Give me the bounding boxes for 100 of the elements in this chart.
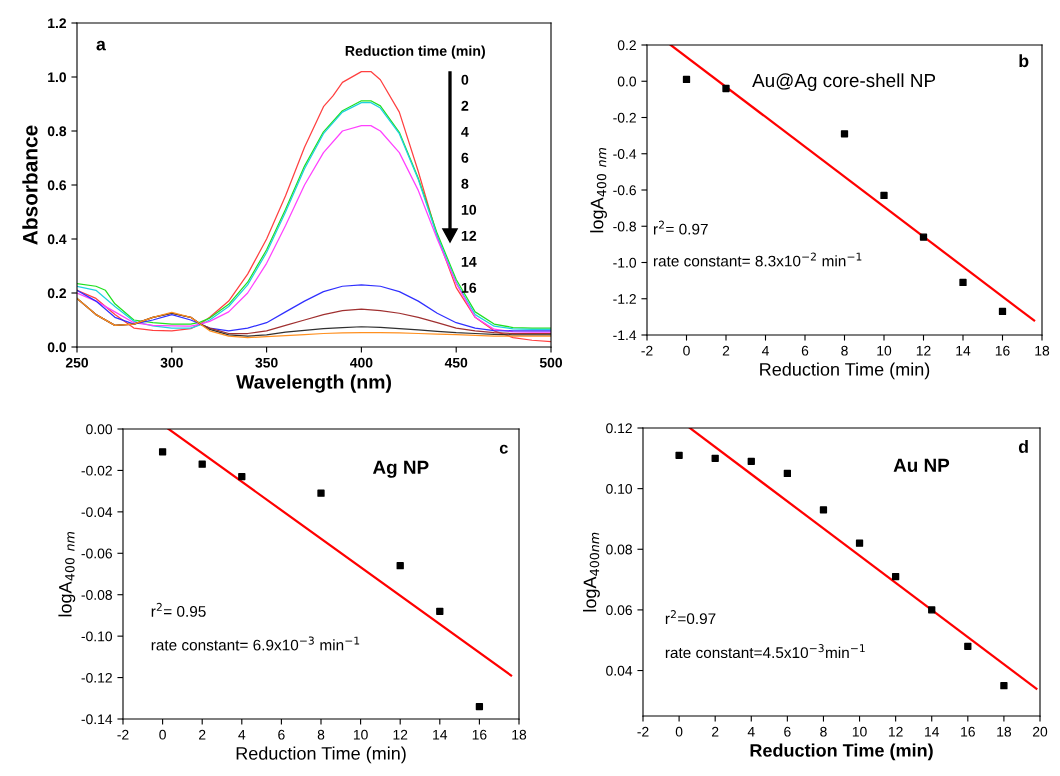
y-tick-label: 0.0 xyxy=(47,342,67,353)
point xyxy=(747,457,755,465)
y-tick-label: -0.06 xyxy=(81,548,112,559)
x-tick-label: 2 xyxy=(712,726,719,737)
x-tick-label: 4 xyxy=(238,729,246,740)
x-tick-label: 2 xyxy=(722,345,730,356)
point xyxy=(317,489,325,497)
x-tick-label: 350 xyxy=(255,357,278,368)
x-tick-label: 250 xyxy=(65,357,89,368)
x-tick-label: 18 xyxy=(1035,345,1050,356)
x-tick-label: 6 xyxy=(801,345,809,356)
annotation: a xyxy=(96,40,106,51)
y-tick-label: -1.2 xyxy=(613,294,636,304)
point xyxy=(819,506,828,514)
x-tick-label: 14 xyxy=(956,345,971,356)
y-tick-label: 0.12 xyxy=(606,423,632,434)
annotation: 12 xyxy=(461,230,477,241)
y-tick-label: -0.02 xyxy=(81,465,112,476)
point xyxy=(682,75,691,84)
y-axis-title: logA$_{400 nm}$ xyxy=(590,147,607,233)
x-tick-label: 0 xyxy=(675,726,683,737)
y-tick-label: 0.06 xyxy=(606,605,632,616)
annotation: Au NP xyxy=(893,458,950,472)
y-tick-label: 0.04 xyxy=(606,665,633,676)
point xyxy=(840,130,849,138)
line-series xyxy=(77,284,551,332)
y-tick-label: -0.12 xyxy=(81,672,112,683)
annotation: rate constant= 8.3x10$^{−2}$ min$^{−1}$ xyxy=(653,252,862,267)
y-tick-label: 0.2 xyxy=(47,288,67,299)
annotation: r$^{2}$= 0.95 xyxy=(151,602,206,617)
x-tick-label: 16 xyxy=(961,726,975,737)
point xyxy=(238,473,246,481)
x-tick-label: 12 xyxy=(393,729,408,740)
x-tick-label: 2 xyxy=(199,729,206,740)
x-tick-label: 8 xyxy=(317,729,325,740)
annotation: 0 xyxy=(461,74,469,85)
annotation: Ag NP xyxy=(372,460,429,478)
x-tick-label: 10 xyxy=(877,345,892,356)
x-tick-label: 14 xyxy=(433,729,448,740)
y-tick-label: -0.14 xyxy=(81,714,113,725)
x-tick-label: 18 xyxy=(512,729,527,740)
annotation: 16 xyxy=(461,282,477,293)
point xyxy=(1000,682,1008,690)
y-tick-label: -0.08 xyxy=(81,590,112,600)
point xyxy=(855,539,864,547)
x-axis-title: Reduction Time (min) xyxy=(236,746,406,764)
annotation: rate constant=4.5x10$^{−3}$min$^{−1}$ xyxy=(665,644,865,659)
y-tick-label: -1.0 xyxy=(613,257,637,268)
x-tick-label: 4 xyxy=(761,345,769,356)
point xyxy=(158,448,167,456)
y-tick-label: -0.10 xyxy=(81,631,113,642)
y-axis-title: logA$_{400 nm}$ xyxy=(58,531,76,617)
y-tick-label: 0.00 xyxy=(86,424,113,435)
annotation: 14 xyxy=(461,256,477,267)
x-tick-label: 4 xyxy=(747,726,755,737)
y-tick-label: -0.6 xyxy=(613,185,636,196)
point xyxy=(396,562,404,570)
point xyxy=(198,460,206,468)
annotation: 6 xyxy=(461,152,469,163)
point xyxy=(959,278,967,287)
x-tick-label: 18 xyxy=(997,726,1012,737)
x-tick-label: 10 xyxy=(852,726,867,737)
annotation: b xyxy=(1019,54,1029,68)
x-tick-label: 14 xyxy=(925,726,940,737)
point xyxy=(675,451,683,459)
x-tick-label: -2 xyxy=(117,729,129,740)
x-axis-title: Wavelength (nm) xyxy=(236,374,391,393)
y-tick-label: -0.04 xyxy=(81,507,113,518)
annotation: r$^{2}$= 0.97 xyxy=(653,220,708,235)
x-tick-label: 0 xyxy=(683,345,690,356)
point xyxy=(964,642,972,650)
y-axis-title: logA$_{400nm}$ xyxy=(583,532,600,612)
point xyxy=(475,702,484,711)
y-tick-label: 1.0 xyxy=(48,72,67,83)
x-tick-label: 0 xyxy=(159,729,166,740)
y-tick-label: 0.6 xyxy=(47,180,67,191)
point xyxy=(928,606,936,614)
annotation: Reduction time (min) xyxy=(345,45,485,59)
y-axis-title: Absorbance xyxy=(22,125,38,245)
y-tick-label: -0.8 xyxy=(613,221,636,232)
x-tick-label: 12 xyxy=(888,726,903,737)
y-tick-label: 0.2 xyxy=(617,40,636,51)
x-tick-label: 400 xyxy=(350,357,373,368)
x-tick-label: -2 xyxy=(641,345,653,356)
y-tick-label: -1.4 xyxy=(613,330,637,341)
annotation: r$^{2}$=0.97 xyxy=(665,610,716,625)
annotation: rate constant= 6.9x10$^{−3}$ min$^{−1}$ xyxy=(151,636,360,651)
x-axis-title: Reduction Time (min) xyxy=(750,743,933,761)
point xyxy=(919,233,928,241)
point xyxy=(436,607,444,615)
point xyxy=(998,307,1007,316)
point xyxy=(722,84,730,93)
x-tick-label: 6 xyxy=(784,726,791,737)
x-axis-title: Reduction Time (min) xyxy=(760,362,930,380)
annotation: d xyxy=(1018,439,1028,453)
annotation: Au@Ag core-shell NP xyxy=(752,73,936,91)
point xyxy=(711,454,719,462)
y-tick-label: -0.4 xyxy=(613,149,637,159)
x-tick-label: -2 xyxy=(637,726,649,737)
line-series xyxy=(77,70,551,343)
